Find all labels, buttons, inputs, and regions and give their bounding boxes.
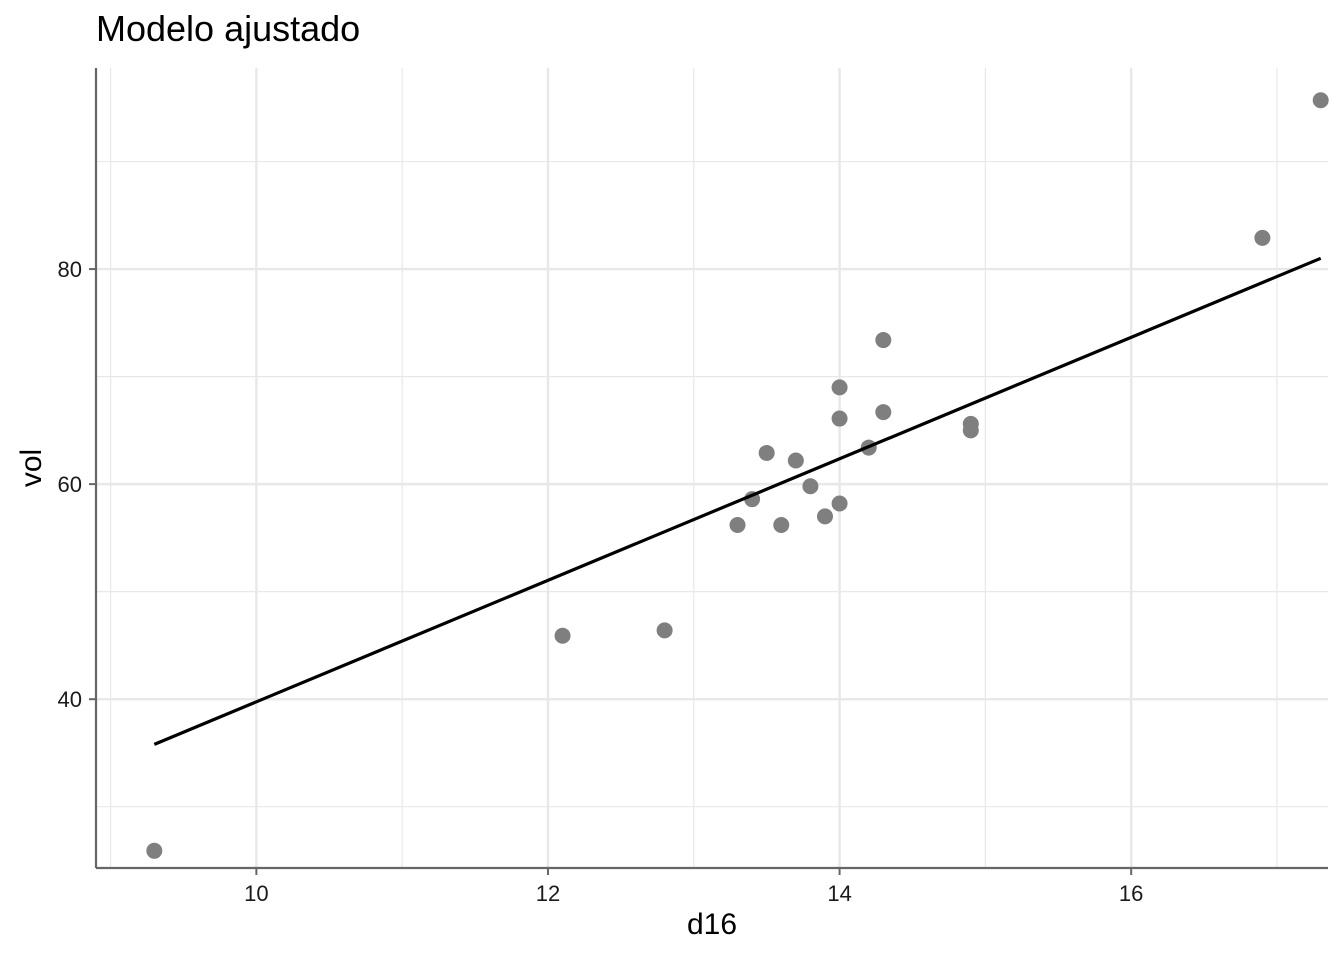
data-point — [787, 452, 804, 469]
x-tick-label: 12 — [536, 881, 560, 906]
data-point — [962, 422, 979, 439]
data-point — [554, 627, 571, 644]
y-tick-label: 80 — [58, 257, 82, 282]
data-point — [875, 332, 892, 349]
data-point — [1312, 92, 1329, 109]
x-tick-label: 16 — [1119, 881, 1143, 906]
data-point — [802, 478, 819, 495]
data-point — [146, 842, 163, 859]
y-tick-label: 60 — [58, 472, 82, 497]
data-point — [816, 508, 833, 525]
data-point — [758, 444, 775, 461]
data-point — [1254, 229, 1271, 246]
fitted-regression-line — [153, 256, 1322, 746]
data-point — [729, 516, 746, 533]
data-point — [773, 516, 790, 533]
data-point — [831, 495, 848, 512]
x-axis-label: d16 — [686, 908, 738, 941]
data-point — [831, 410, 848, 427]
chart-title: Modelo ajustado — [96, 8, 361, 49]
data-point — [656, 622, 673, 639]
x-tick-label: 14 — [827, 881, 851, 906]
data-point — [831, 379, 848, 396]
data-point — [875, 404, 892, 421]
y-tick-label: 40 — [58, 687, 82, 712]
x-tick-label: 10 — [244, 881, 268, 906]
